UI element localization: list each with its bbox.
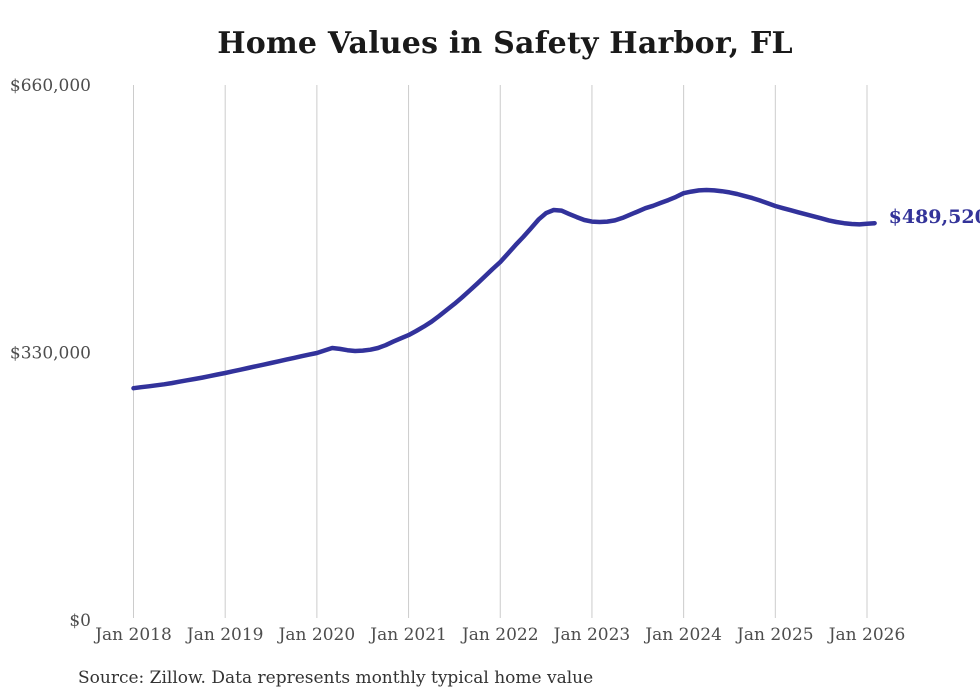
x-tick-label: Jan 2018 <box>93 625 172 645</box>
current-value-label: $489,520 <box>888 206 980 229</box>
x-tick-label: Jan 2024 <box>643 625 722 645</box>
y-tick-label: $660,000 <box>10 76 91 96</box>
y-tick-label: $330,000 <box>10 344 91 364</box>
x-tick-label: Jan 2023 <box>552 625 631 645</box>
y-tick-label: $0 <box>69 611 91 631</box>
x-tick-label: Jan 2022 <box>460 625 539 645</box>
x-tick-label: Jan 2025 <box>735 625 814 645</box>
chart-title: Home Values in Safety Harbor, FL <box>217 26 793 61</box>
home-value-line <box>131 187 877 391</box>
x-tick-label: Jan 2019 <box>185 625 264 645</box>
x-tick-label: Jan 2026 <box>827 625 906 645</box>
x-tick-label: Jan 2020 <box>277 625 356 645</box>
x-tick-label: Jan 2021 <box>368 625 447 645</box>
source-note: Source: Zillow. Data represents monthly … <box>78 668 594 688</box>
